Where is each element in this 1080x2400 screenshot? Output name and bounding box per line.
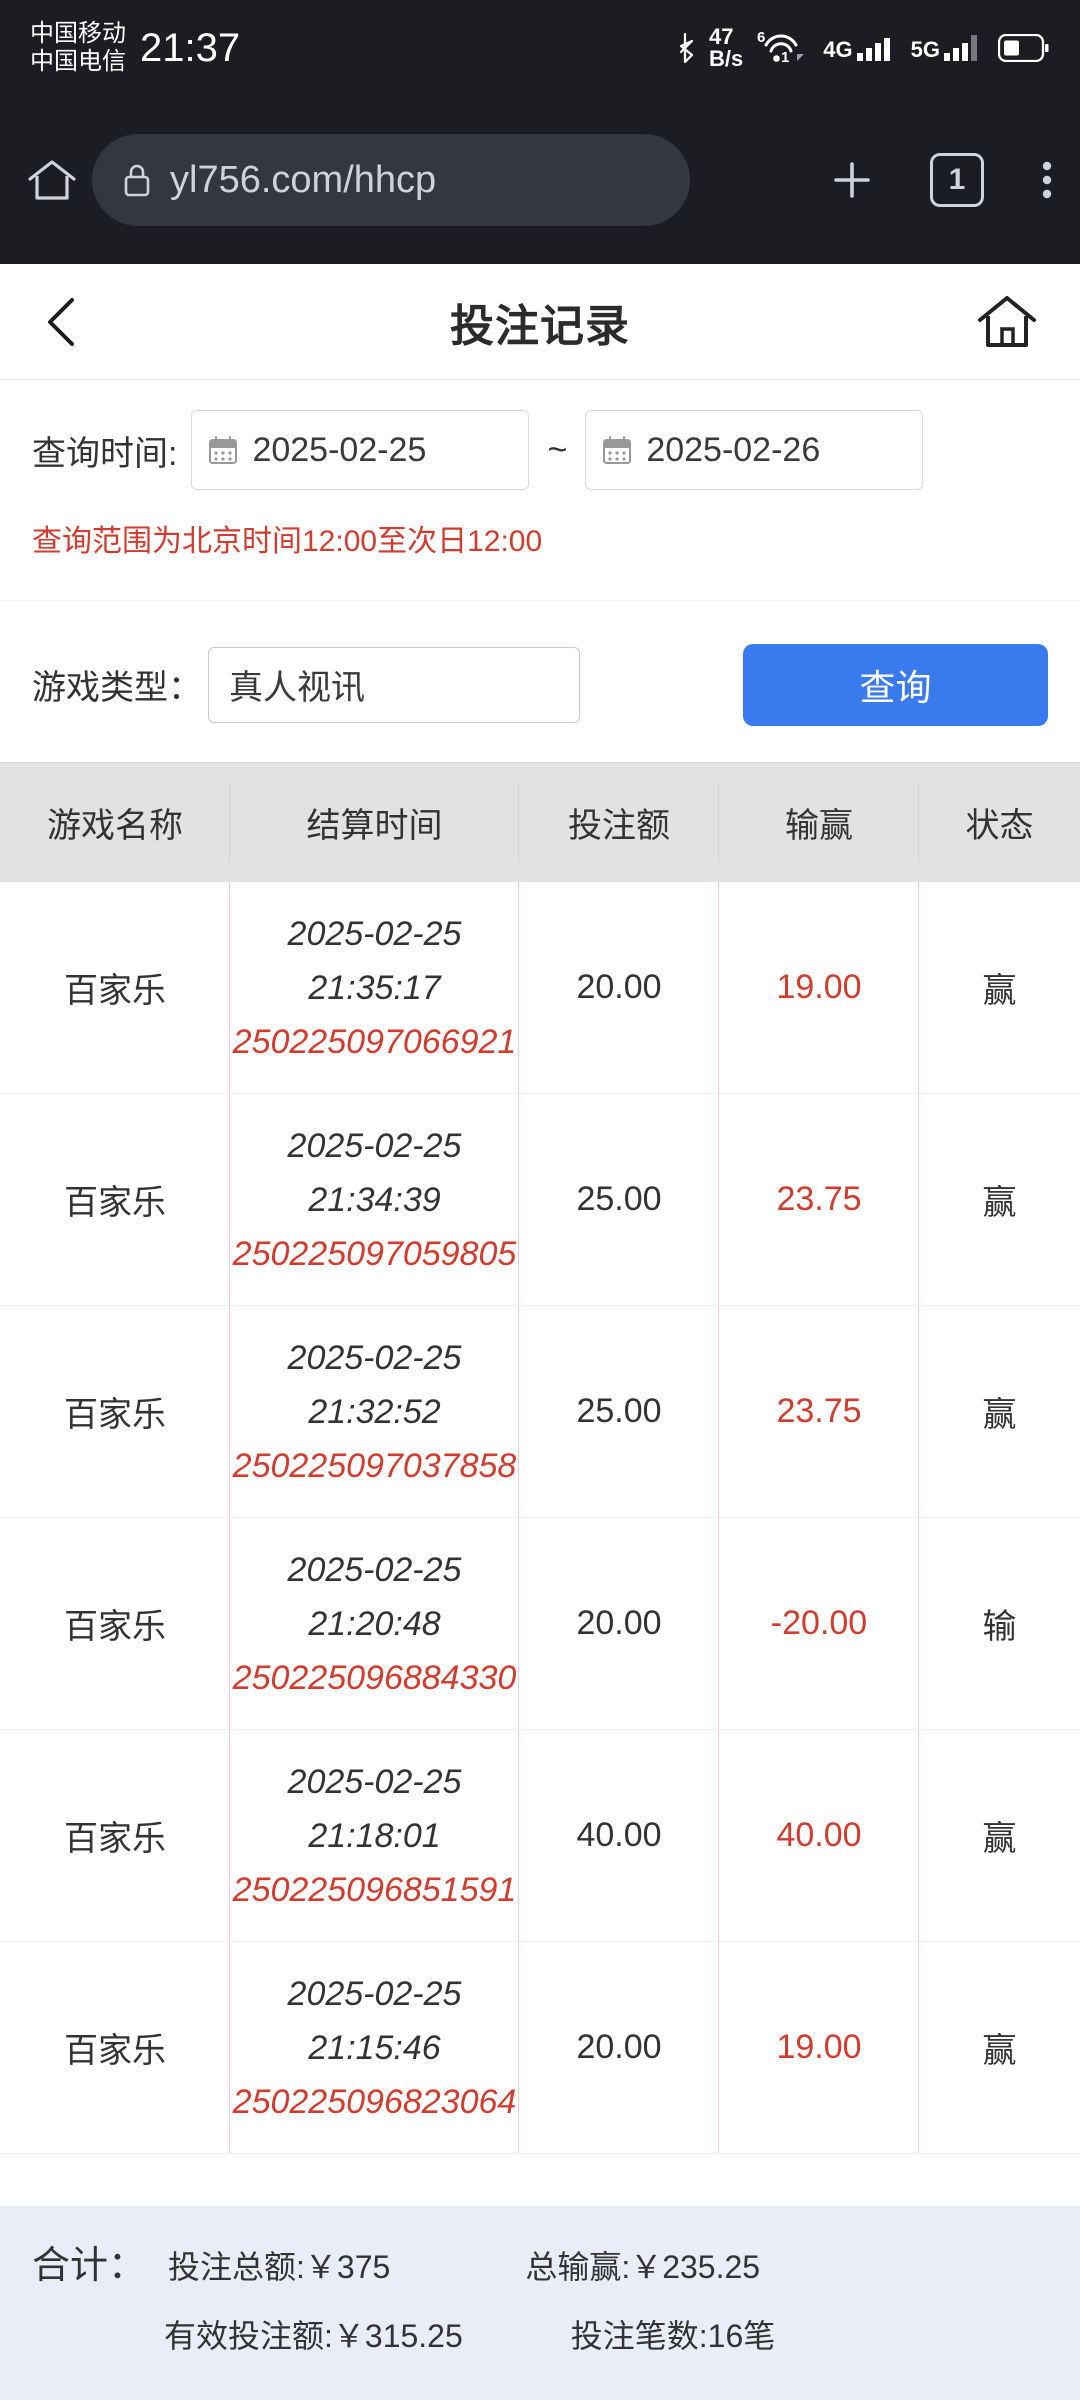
svg-text:1: 1	[781, 49, 789, 65]
svg-text:6: 6	[757, 31, 765, 46]
